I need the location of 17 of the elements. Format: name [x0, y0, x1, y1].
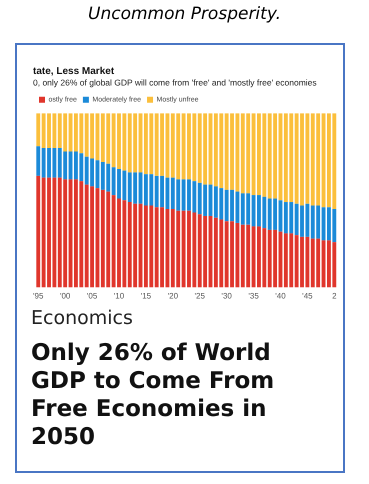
- chart-subtitle: 0, only 26% of global GDP will come from 'free' and 'mostly free' economies: [33, 77, 317, 88]
- x-tick-label: 2: [332, 291, 338, 300]
- x-tick-label: '40: [275, 291, 286, 300]
- x-tick-label: '00: [60, 291, 71, 300]
- text: Only 26% of World GDP to Come From Free Economies in 2050: [31, 339, 276, 451]
- x-tick-label: '05: [86, 291, 98, 300]
- x-tick-label: '30: [221, 291, 232, 300]
- text: Uncommon Prosperity.: [87, 4, 282, 24]
- chart-title: tate, Less Market: [33, 66, 115, 77]
- x-tick-label: '45: [302, 291, 314, 300]
- x-tick-label: '35: [248, 291, 260, 300]
- text: Economics: [31, 307, 133, 329]
- x-tick-label: '10: [114, 291, 125, 300]
- x-tick-label: '20: [168, 291, 179, 300]
- x-tick-label: '25: [194, 291, 206, 300]
- x-tick-label: '95: [33, 291, 44, 300]
- x-tick-label: '15: [140, 291, 152, 300]
